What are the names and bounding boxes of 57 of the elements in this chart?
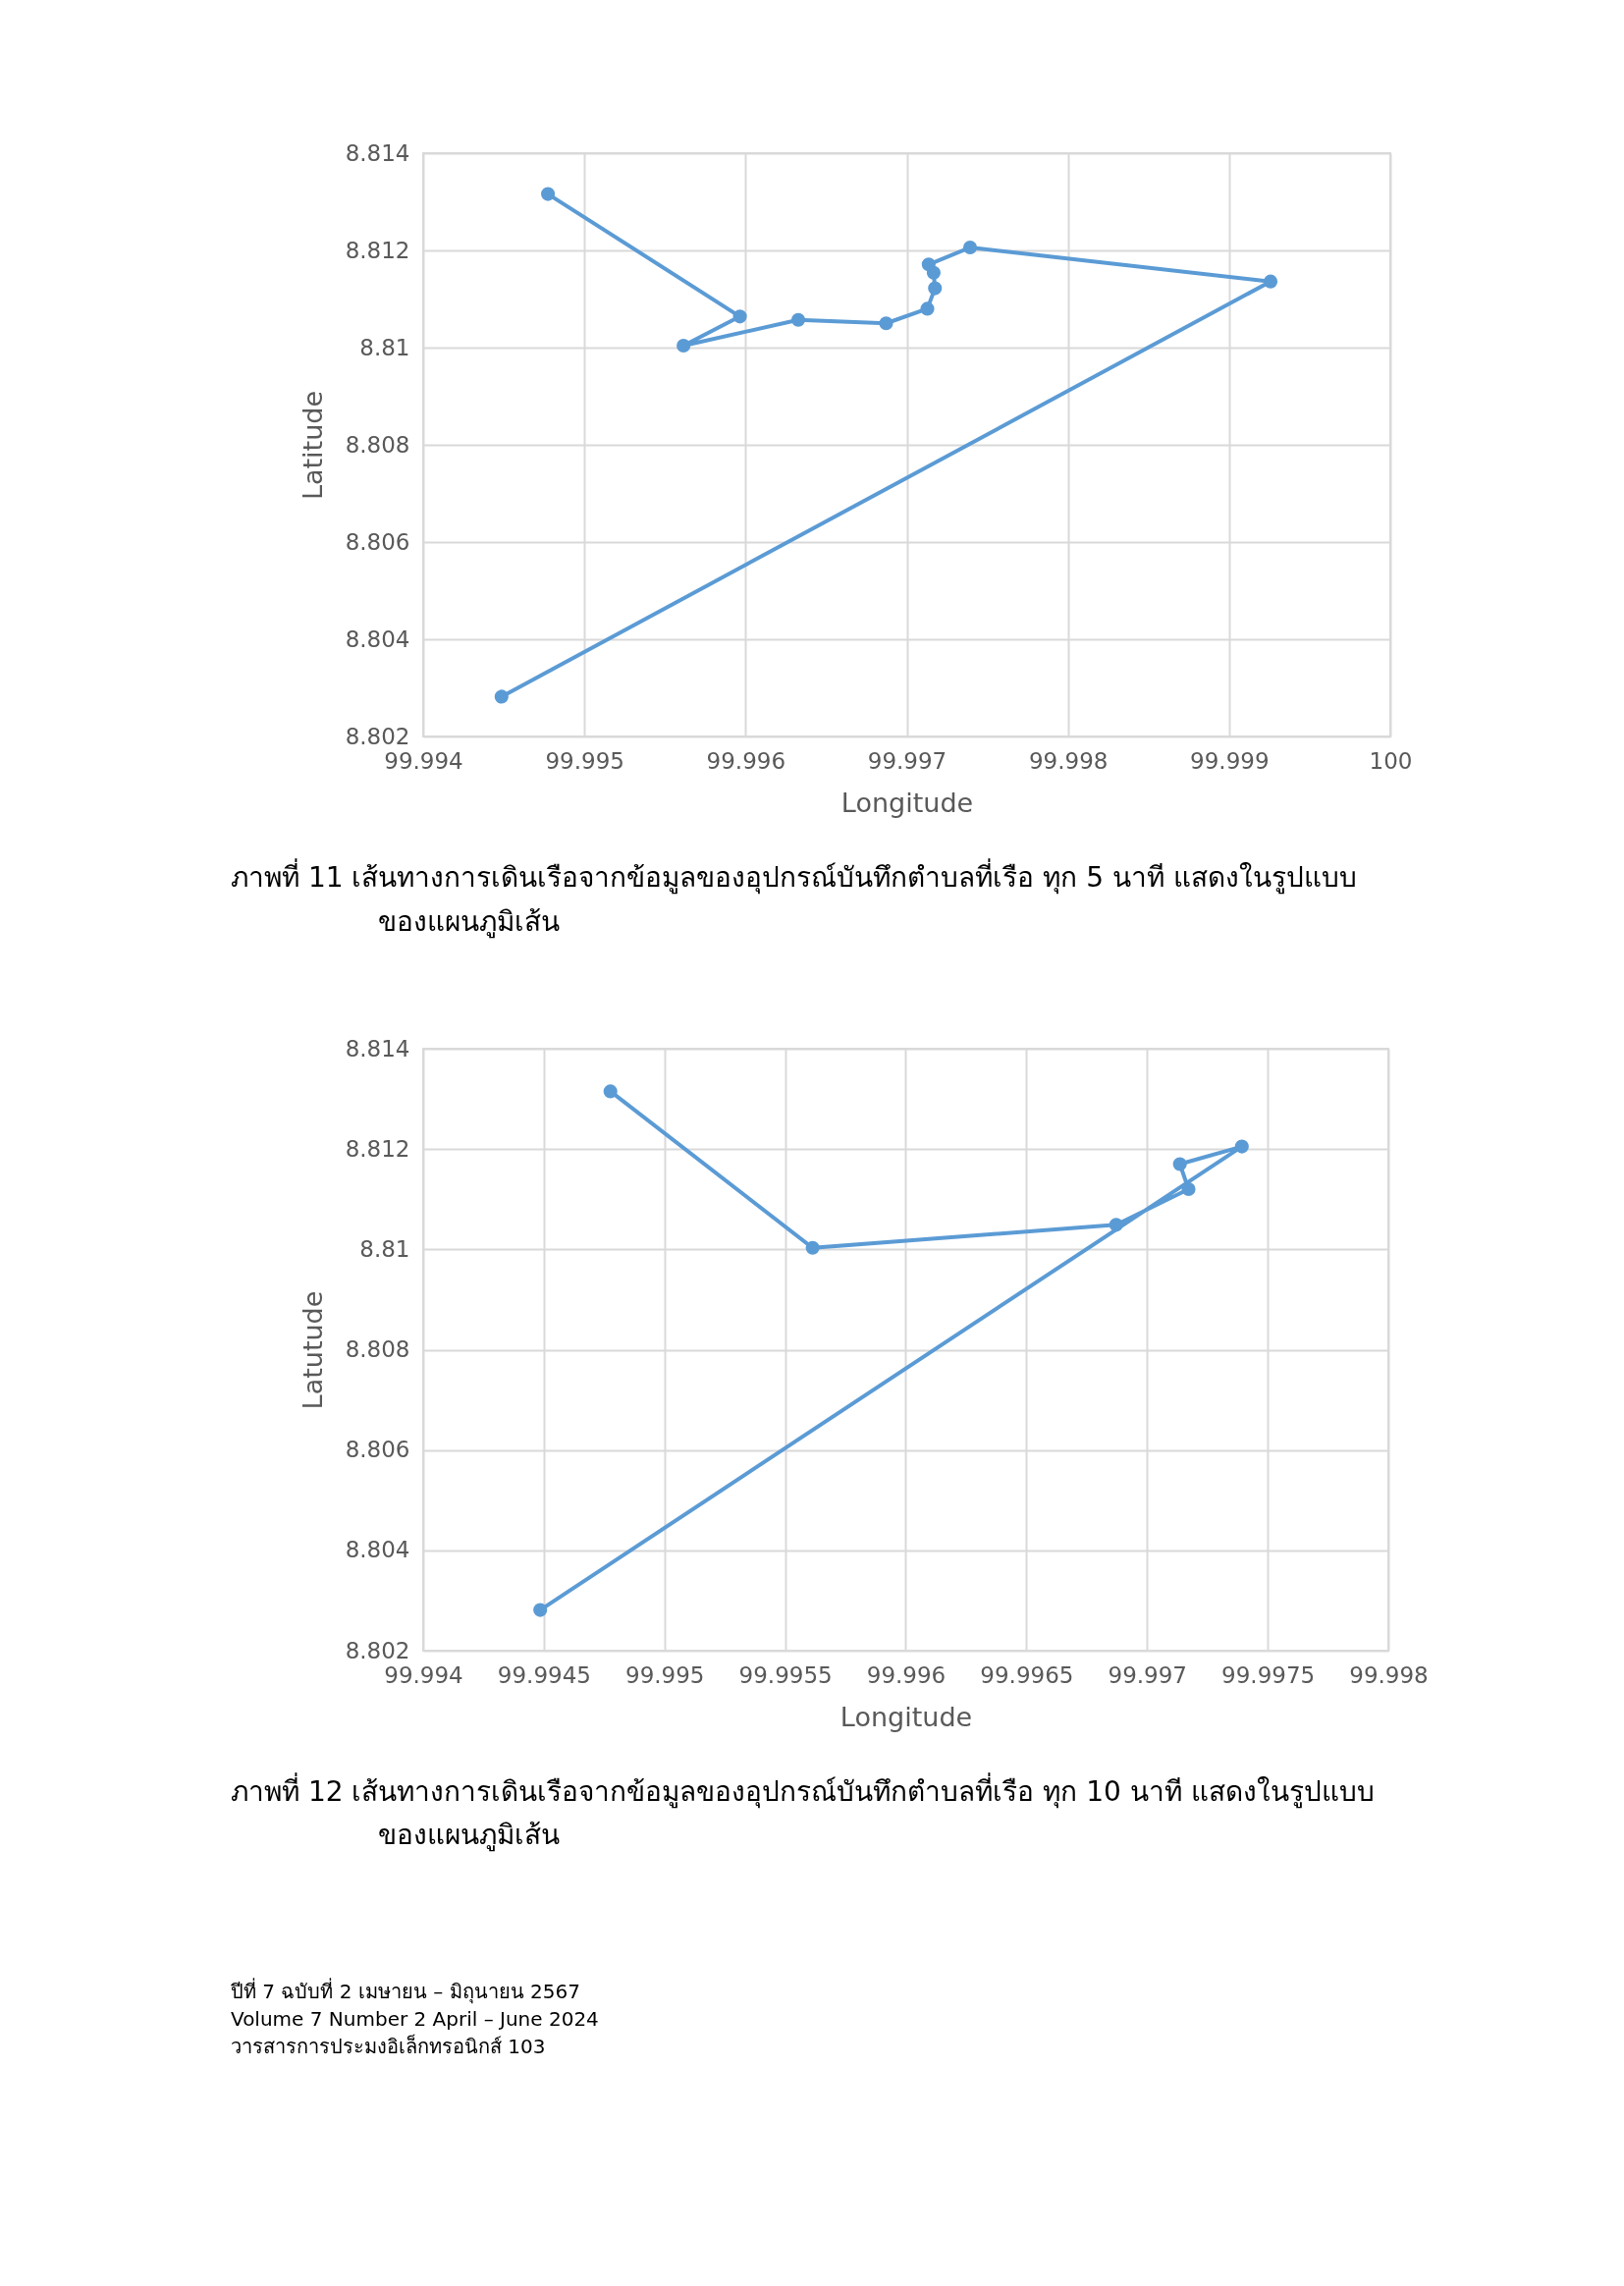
- x-tick-label: 99.998: [1349, 1661, 1429, 1688]
- point: [805, 1240, 820, 1255]
- x-tick-label: 99.996: [706, 747, 786, 774]
- y-tick-label: 8.812: [345, 237, 410, 263]
- point: [962, 240, 978, 255]
- x-tick-label: 99.9975: [1221, 1661, 1316, 1688]
- point: [494, 689, 509, 704]
- text: Volume 7 Number 2 April – June 2024: [231, 2007, 600, 2032]
- y-tick-label: 8.802: [345, 1637, 410, 1663]
- y-tick-label: 8.812: [345, 1135, 410, 1162]
- x-tick-label: 99.997: [867, 747, 947, 774]
- y-tick-label: 8.808: [345, 431, 410, 458]
- x-tick-label: 99.994: [384, 747, 463, 774]
- y-tick-label: 8.814: [345, 139, 410, 166]
- x-tick-label: 99.998: [1028, 747, 1109, 774]
- point: [540, 187, 556, 201]
- y-tick-label: 8.806: [345, 1436, 410, 1462]
- y-tick-label: 8.81: [359, 334, 410, 360]
- y-tick-label: 8.808: [345, 1335, 410, 1362]
- x-axis-title: Longitude: [840, 787, 974, 818]
- point: [1263, 274, 1278, 289]
- x-tick-label: 99.994: [384, 1661, 463, 1688]
- x-tick-label: 100: [1369, 747, 1413, 774]
- x-axis-title: Longitude: [839, 1701, 973, 1732]
- point: [677, 338, 691, 354]
- y-tick-label: 8.814: [345, 1035, 410, 1061]
- y-axis-title: Latutude: [297, 1290, 328, 1409]
- point: [1172, 1157, 1187, 1171]
- point: [921, 257, 936, 272]
- x-tick-label: 99.995: [625, 1661, 705, 1688]
- x-tick-label: 99.995: [545, 747, 624, 774]
- point: [1181, 1181, 1196, 1196]
- text: ภาพที่ 11 เส้นทางการเดินเรือจากข้อมูลของอุปกรณ์บันทึกตำบลที่เรือ ทุก 5 นาที แสดงในรูปแบบของแผนภูมิเส้น: [231, 857, 1358, 941]
- y-axis-title: Latitude: [297, 390, 328, 501]
- point: [533, 1603, 548, 1617]
- point: [790, 312, 806, 327]
- y-tick-label: 8.804: [345, 626, 410, 652]
- y-tick-label: 8.802: [345, 723, 410, 749]
- point: [879, 316, 893, 331]
- y-tick-label: 8.81: [359, 1235, 410, 1262]
- point: [603, 1083, 618, 1099]
- point: [928, 281, 943, 296]
- point: [1109, 1217, 1123, 1231]
- text: ภาพที่ 12 เส้นทางการเดินเรือจากข้อมูลของอุปกรณ์บันทึกตำบลที่เรือ ทุก 10 นาที แสดงในรูปแบบของแผนภูมิเส้น: [231, 1771, 1376, 1854]
- point: [732, 309, 747, 324]
- x-tick-label: 99.997: [1108, 1661, 1187, 1688]
- x-tick-label: 99.9955: [738, 1661, 833, 1688]
- text: ปีที่ 7 ฉบับที่ 2 เมษายน – มิถุนายน 2567: [231, 1977, 581, 2006]
- text: วารสารการประมงอิเล็กทรอนิกส์ 103: [231, 2033, 547, 2061]
- x-tick-label: 99.996: [866, 1661, 947, 1688]
- x-tick-label: 99.9945: [497, 1661, 591, 1688]
- point: [920, 301, 935, 316]
- y-tick-label: 8.804: [345, 1536, 410, 1562]
- y-tick-label: 8.806: [345, 528, 410, 555]
- x-tick-label: 99.9965: [980, 1661, 1074, 1688]
- point: [1234, 1139, 1249, 1154]
- x-tick-label: 99.999: [1190, 747, 1270, 774]
